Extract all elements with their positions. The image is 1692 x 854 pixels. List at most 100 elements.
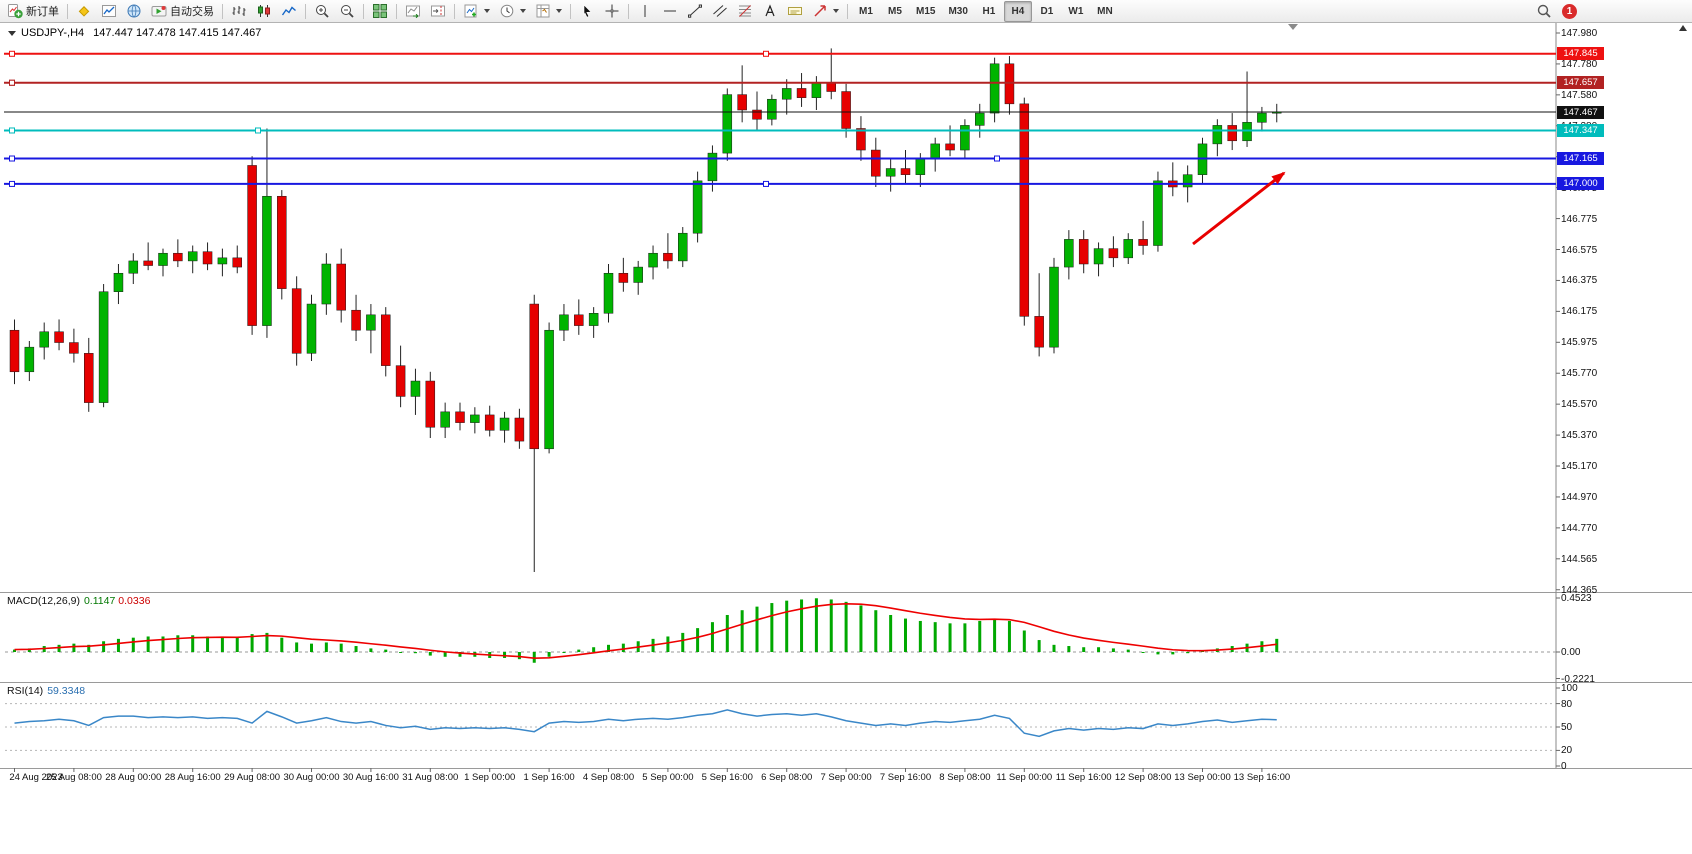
candle (395, 365, 406, 397)
macd-axis-label: 0.00 (1561, 647, 1581, 658)
line-handle[interactable] (255, 127, 261, 134)
auto-trading-label: 自动交易 (170, 6, 214, 18)
hline-icon (664, 10, 676, 12)
templates-button[interactable] (531, 1, 566, 22)
line-handle[interactable] (9, 155, 15, 162)
search-button[interactable] (1532, 1, 1556, 22)
price-level-tag[interactable]: 147.165 (1557, 152, 1604, 165)
line-handle[interactable] (763, 180, 769, 187)
line-handle[interactable] (9, 50, 15, 57)
time-axis-label: 28 Aug 00:00 (105, 772, 162, 783)
horizontal-line-tool-button[interactable] (658, 1, 682, 22)
timeframe-mn-button[interactable]: MN (1097, 5, 1113, 17)
toolbar-right-group: 1 (1532, 1, 1577, 22)
globe-icon (127, 4, 141, 18)
price-axis-label: 145.975 (1561, 337, 1598, 349)
price-level-tag[interactable]: 147.347 (1557, 123, 1604, 137)
price-axis-label: 147.580 (1561, 89, 1598, 101)
arrow-annotation[interactable] (1192, 171, 1286, 246)
time-axis-label: 24 Aug 2023 (9, 772, 63, 783)
community-button[interactable] (122, 1, 146, 22)
bar-chart-mode-button[interactable] (227, 1, 251, 22)
timeframe-h1-button[interactable]: H1 (982, 5, 996, 17)
current-price-tag[interactable]: 147.467 (1557, 105, 1604, 119)
label-icon (788, 7, 802, 15)
clock-icon (500, 4, 514, 18)
vertical-line-tool-button[interactable] (633, 1, 657, 22)
chart-title: USDJPY-,H4 (21, 27, 85, 39)
arrow-objects-button[interactable] (808, 1, 843, 22)
timeframe-m5-button[interactable]: M5 (888, 5, 902, 17)
candle (781, 88, 792, 100)
channel-tool-button[interactable] (708, 1, 732, 22)
fibonacci-tool-button[interactable] (733, 1, 757, 22)
macd-signal-value: 0.0336 (118, 595, 151, 607)
timeframe-h4-button[interactable]: H4 (1003, 0, 1032, 22)
timeframe-m30-button[interactable]: M30 (948, 5, 968, 17)
cursor-tool-button[interactable] (575, 1, 599, 22)
candle (529, 303, 539, 450)
toolbar-separator (847, 3, 848, 19)
time-axis-label: 30 Aug 00:00 (283, 772, 340, 783)
dropdown-caret-icon[interactable] (833, 9, 839, 13)
zoom-out-button[interactable] (335, 1, 359, 22)
candle (722, 94, 733, 154)
candle (84, 353, 94, 403)
candle (321, 263, 332, 305)
cursor-icon (583, 4, 592, 18)
candlestick-mode-button[interactable] (252, 1, 276, 22)
chart-shift-button[interactable] (426, 1, 450, 22)
dropdown-caret-icon[interactable] (520, 9, 526, 13)
candle (262, 195, 272, 326)
candle (277, 195, 287, 289)
linechart-icon (281, 6, 296, 16)
tile-windows-button[interactable] (368, 1, 392, 22)
trendline-tool-button[interactable] (683, 1, 707, 22)
candle (499, 417, 510, 431)
line-chart-mode-button[interactable] (277, 1, 301, 22)
zoom-in-button[interactable] (310, 1, 334, 22)
candle (633, 266, 643, 283)
candle (1004, 63, 1015, 105)
macd-name: MACD(12,26,9) (7, 595, 80, 607)
new-order-label: 新订单 (26, 6, 59, 18)
chart-shift-marker-icon[interactable] (1288, 24, 1298, 30)
metaeditor-button[interactable] (72, 1, 96, 22)
price-level-tag[interactable]: 147.657 (1557, 76, 1604, 90)
line-handle[interactable] (994, 155, 1000, 162)
tile-icon (373, 4, 387, 18)
timeframe-m1-button[interactable]: M1 (859, 5, 873, 17)
time-axis-label: 11 Sep 00:00 (996, 772, 1053, 783)
timeframe-w1-button[interactable]: W1 (1068, 5, 1084, 17)
price-level-tag[interactable]: 147.000 (1557, 177, 1604, 191)
candle (1049, 266, 1059, 348)
timeframe-m15-button[interactable]: M15 (916, 5, 936, 17)
line-handle[interactable] (9, 180, 15, 187)
toolbar-separator (396, 3, 397, 19)
line-handle[interactable] (763, 50, 769, 57)
line-handle[interactable] (9, 79, 15, 86)
line-handle[interactable] (9, 127, 15, 134)
time-axis-label: 25 Aug 08:00 (45, 772, 102, 783)
timeframe-d1-button[interactable]: D1 (1040, 5, 1054, 17)
candle (39, 331, 49, 348)
collapse-icon[interactable] (8, 30, 16, 36)
label-tool-button[interactable] (783, 1, 807, 22)
candle (915, 159, 926, 175)
market-watch-button[interactable] (97, 1, 121, 22)
auto-scroll-button[interactable] (401, 1, 425, 22)
price-level-tag[interactable]: 147.845 (1557, 47, 1604, 61)
dropdown-caret-icon[interactable] (484, 9, 490, 13)
new-chart-button[interactable] (459, 1, 494, 22)
new-order-button[interactable]: 新订单 (3, 1, 63, 22)
crosshair-tool-button[interactable] (600, 1, 624, 22)
candle (1123, 239, 1133, 259)
scroll-up-icon[interactable] (1679, 25, 1687, 31)
dropdown-caret-icon[interactable] (556, 9, 562, 13)
period-selector-button[interactable] (495, 1, 530, 22)
time-axis-label: 7 Sep 16:00 (879, 772, 932, 783)
auto-trading-button[interactable]: 自动交易 (147, 1, 218, 22)
text-tool-button[interactable] (758, 1, 782, 22)
notification-badge[interactable]: 1 (1562, 3, 1577, 19)
